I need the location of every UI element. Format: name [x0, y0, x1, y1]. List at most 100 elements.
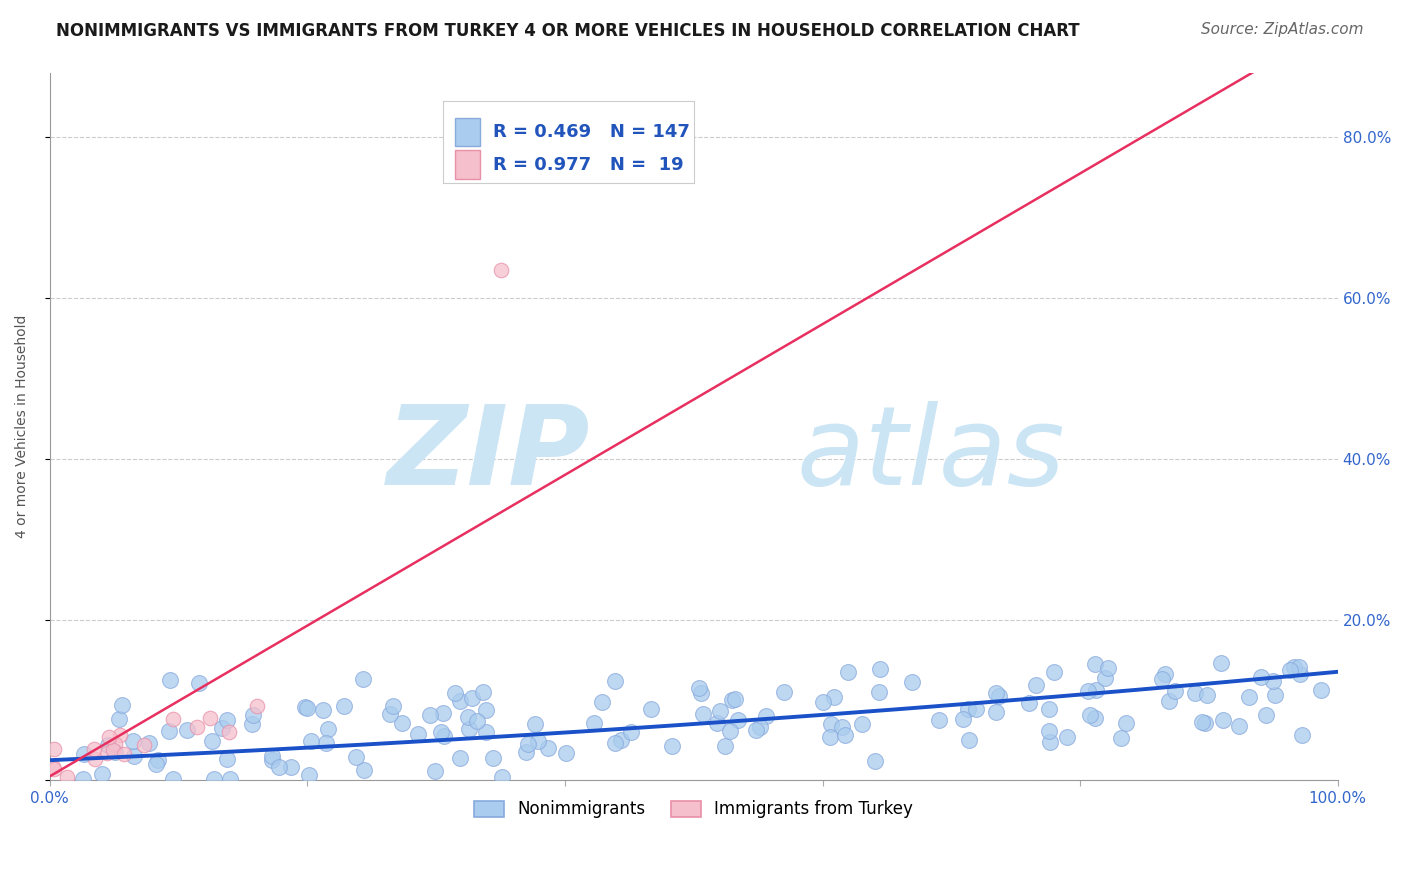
Point [640, 702, 662, 716]
Point [280, 760, 302, 774]
Point [97, 739, 120, 753]
Point [952, 712, 974, 726]
Point [713, 739, 735, 753]
Point [818, 730, 841, 744]
Point [605, 737, 627, 751]
Point [90, 766, 112, 780]
Point [831, 720, 853, 734]
Point [1084, 657, 1107, 671]
Legend: Nonimmigrants, Immigrants from Turkey: Nonimmigrants, Immigrants from Turkey [468, 794, 920, 825]
Point [620, 725, 643, 739]
Point [692, 706, 714, 721]
Point [475, 725, 498, 739]
Point [820, 716, 842, 731]
Point [122, 749, 145, 764]
Point [315, 736, 337, 750]
Point [721, 693, 744, 707]
Point [1084, 711, 1107, 725]
Point [246, 699, 269, 714]
Point [863, 754, 886, 768]
Point [1153, 666, 1175, 681]
Point [517, 737, 540, 751]
Point [465, 714, 488, 728]
Point [472, 685, 495, 699]
Point [749, 720, 772, 734]
Point [55, 771, 77, 785]
Point [134, 738, 156, 752]
Point [837, 665, 859, 680]
Point [162, 772, 184, 787]
Point [603, 673, 626, 688]
Point [1078, 707, 1101, 722]
Point [332, 698, 354, 713]
Point [591, 695, 613, 709]
Point [145, 757, 167, 772]
Point [423, 764, 446, 778]
Point [44, 762, 66, 776]
Point [1227, 719, 1250, 733]
Point [1191, 714, 1213, 729]
Point [108, 712, 131, 726]
Point [1284, 660, 1306, 674]
Point [727, 713, 749, 727]
Point [103, 737, 125, 751]
Point [83, 742, 105, 756]
Point [242, 707, 264, 722]
Point [834, 728, 856, 742]
Point [449, 693, 471, 707]
Point [267, 760, 290, 774]
Point [900, 674, 922, 689]
Point [724, 691, 747, 706]
Point [218, 725, 240, 739]
Point [988, 690, 1011, 704]
Point [198, 710, 221, 724]
Point [96, 747, 118, 761]
Point [432, 706, 454, 720]
Point [111, 698, 134, 713]
Point [1261, 673, 1284, 688]
Point [299, 734, 322, 748]
Point [1097, 661, 1119, 675]
Point [73, 747, 96, 761]
Point [176, 723, 198, 737]
Point [108, 728, 131, 742]
Point [419, 707, 441, 722]
Point [121, 734, 143, 748]
Point [582, 716, 605, 731]
Point [201, 734, 224, 748]
Point [1291, 728, 1313, 742]
Point [352, 672, 374, 686]
Point [823, 690, 845, 705]
Point [957, 732, 980, 747]
Point [868, 685, 890, 699]
Point [928, 713, 950, 727]
Point [240, 716, 263, 731]
Point [1018, 696, 1040, 710]
Point [491, 770, 513, 784]
Point [444, 686, 467, 700]
Point [298, 767, 321, 781]
Point [555, 746, 578, 760]
Point [688, 681, 710, 696]
Point [482, 751, 505, 765]
Point [1157, 693, 1180, 707]
Point [1039, 735, 1062, 749]
Point [754, 709, 776, 723]
Point [869, 662, 891, 676]
Point [262, 753, 284, 767]
Point [262, 748, 284, 763]
Point [146, 753, 169, 767]
Point [42, 760, 65, 774]
Point [851, 717, 873, 731]
Point [1038, 702, 1060, 716]
Point [295, 700, 318, 714]
Point [1056, 730, 1078, 744]
Point [83, 752, 105, 766]
Point [449, 751, 471, 765]
Point [965, 701, 987, 715]
Point [813, 695, 835, 709]
Point [773, 685, 796, 699]
Point [1254, 708, 1277, 723]
Point [391, 715, 413, 730]
Text: Source: ZipAtlas.com: Source: ZipAtlas.com [1201, 22, 1364, 37]
